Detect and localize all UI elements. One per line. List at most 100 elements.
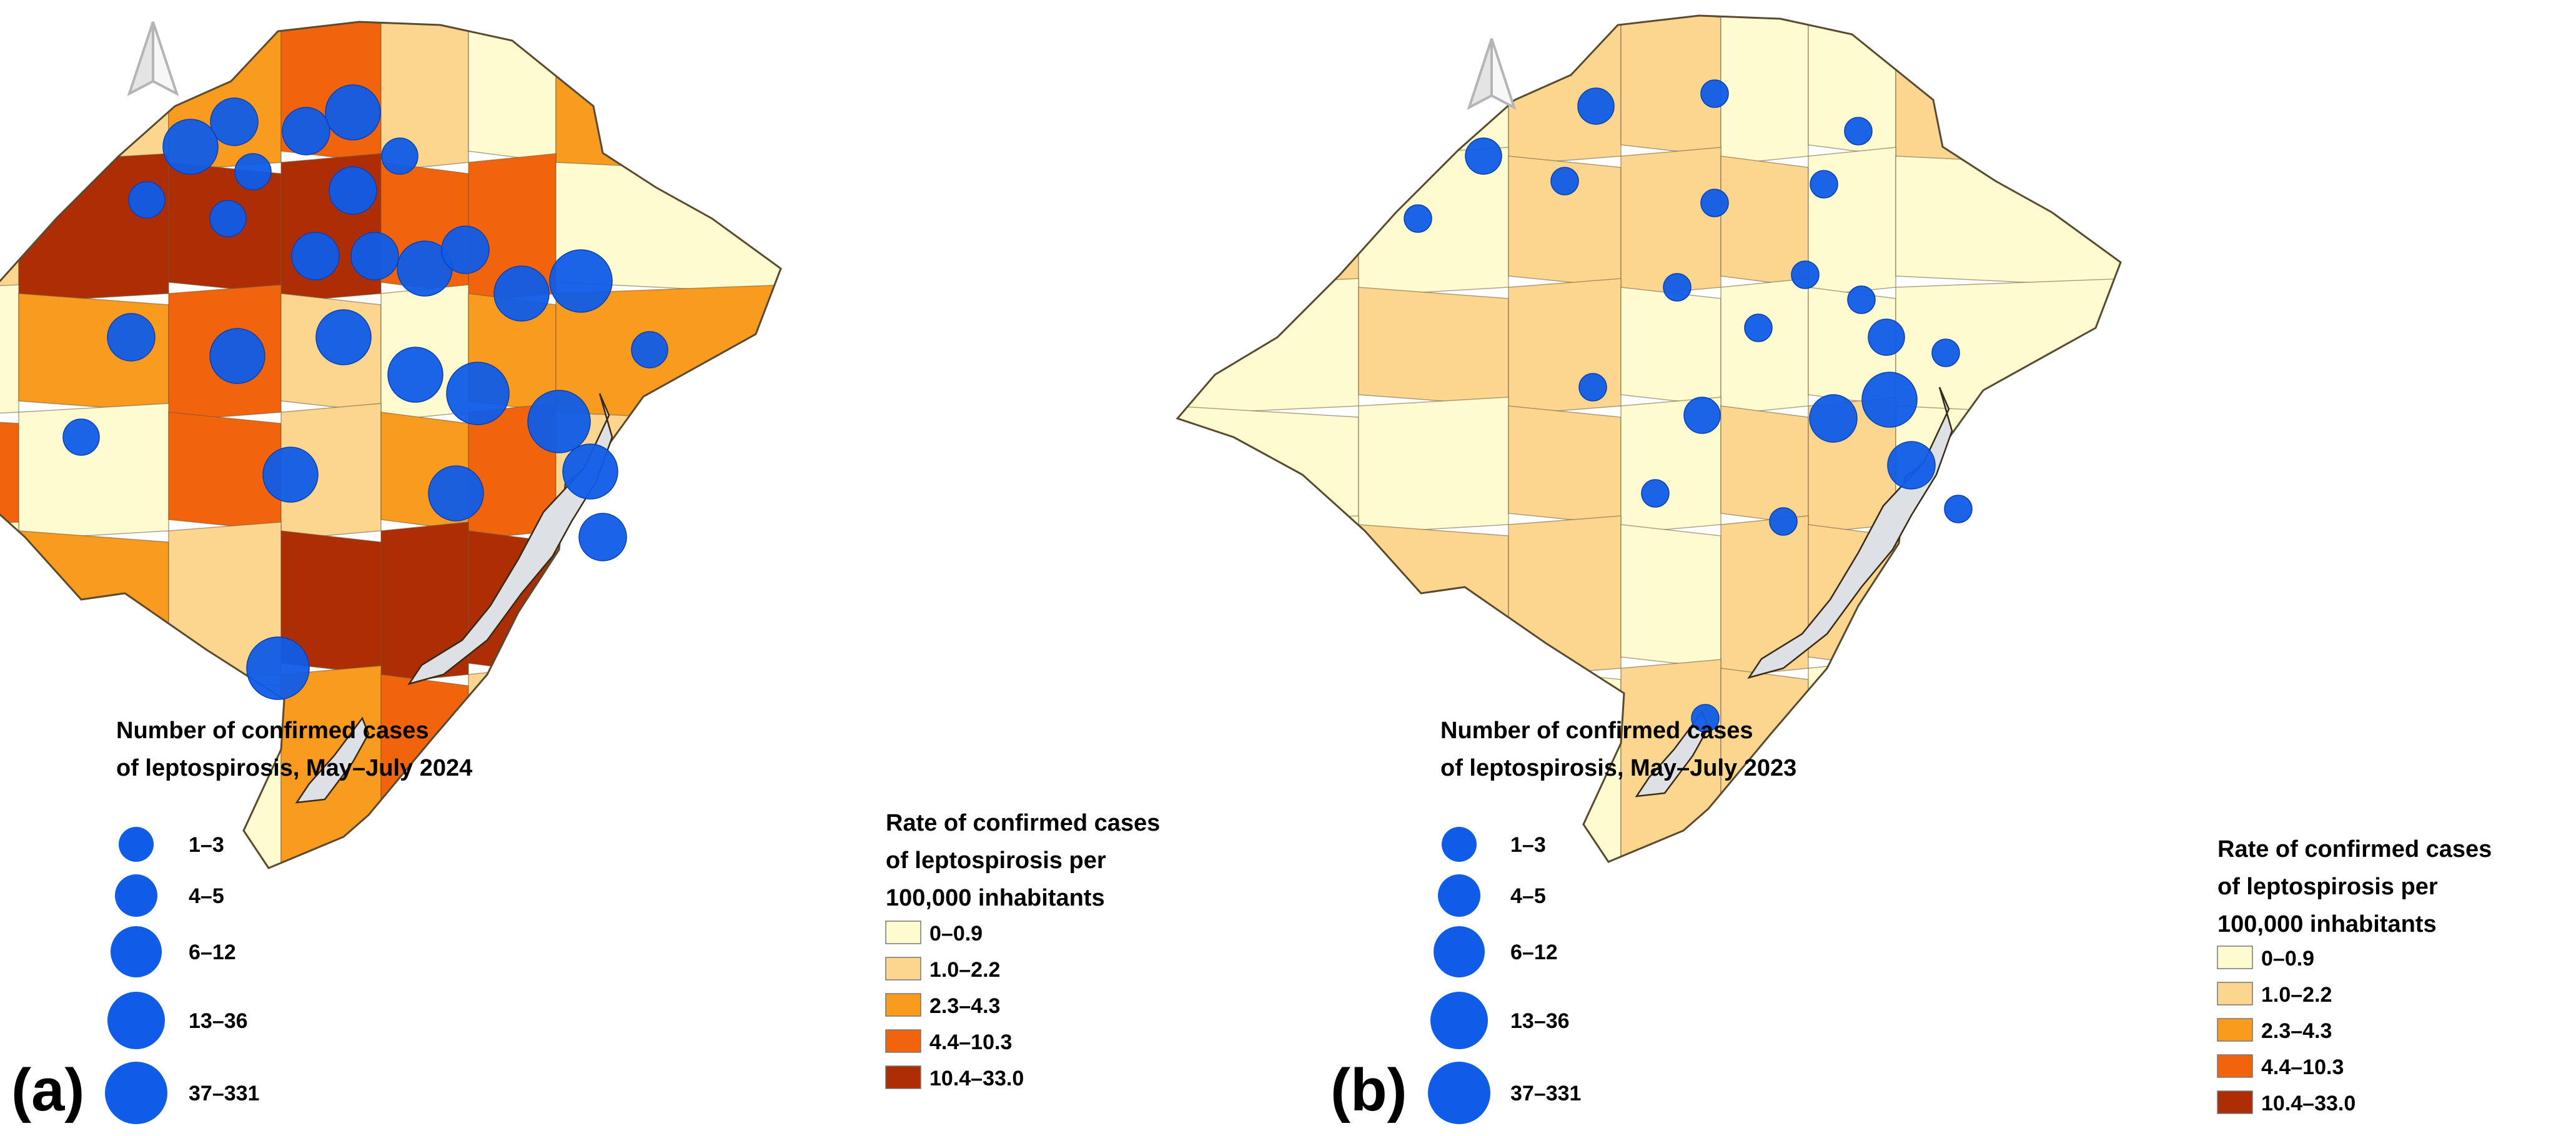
legend-bubble-label: 4–5	[189, 884, 224, 908]
case-bubble	[446, 362, 510, 425]
case-bubble	[291, 232, 340, 280]
state-outline	[1176, 14, 2122, 863]
rate-legend-title-line3: 100,000 inhabitants	[886, 885, 1105, 911]
case-bubble	[210, 97, 259, 146]
region-polygon	[0, 162, 19, 294]
rate-legend-title-line2: of leptospirosis per	[886, 847, 1106, 874]
case-bubble	[234, 153, 272, 190]
legend-swatch-label: 0–0.9	[929, 922, 983, 946]
region-polygon	[18, 22, 169, 163]
region-polygon	[0, 284, 19, 422]
case-bubble	[1769, 507, 1798, 536]
legend-bubble	[111, 926, 162, 977]
regions-2023-choropleth	[1177, 16, 2121, 862]
case-bubble	[1868, 319, 1905, 356]
region-polygon	[555, 22, 781, 172]
case-bubble	[1791, 260, 1820, 289]
legend-swatch-label: 2.3–4.3	[929, 994, 1000, 1018]
region-polygon	[1177, 405, 1359, 525]
case-bubble	[631, 331, 668, 368]
case-bubble	[325, 84, 381, 141]
region-polygon	[1720, 278, 1809, 415]
region-polygon	[18, 153, 169, 303]
case-bubble	[1887, 441, 1936, 490]
case-bubble	[107, 313, 156, 362]
legend-bubble	[1438, 874, 1480, 917]
region-polygon	[1358, 524, 1509, 669]
region-polygon	[1895, 668, 2121, 862]
region-polygon	[1808, 147, 1896, 297]
legend-bubble	[115, 874, 157, 917]
region-polygon	[0, 412, 19, 531]
region-polygon	[1177, 16, 1359, 165]
cases-legend-2024: Number of confirmed cases of leptospiros…	[105, 718, 472, 1124]
legend-swatch	[885, 1029, 921, 1053]
rate-legend-title-line1: Rate of confirmed cases	[2217, 836, 2492, 862]
legend-bubble-label: 13–36	[189, 1009, 248, 1033]
rate-legend-title-line2: of leptospirosis per	[2217, 874, 2438, 900]
legend-bubble	[1428, 1062, 1490, 1124]
case-bubble	[562, 443, 618, 500]
legend-swatch	[885, 993, 921, 1017]
legend-swatch-label: 1.0–2.2	[2261, 983, 2332, 1007]
panel-label-a: (a)	[11, 1057, 84, 1124]
region-polygon	[1620, 287, 1721, 407]
legend-swatch-label: 4.4–10.3	[2261, 1055, 2344, 1079]
case-bubble	[493, 265, 550, 322]
region-polygon	[1177, 156, 1359, 288]
legend-swatch	[2217, 1090, 2253, 1114]
region-polygon	[1177, 668, 1359, 862]
rate-legend-title-line1: Rate of confirmed cases	[886, 810, 1160, 836]
mirim-lagoon	[295, 716, 370, 804]
rate-legend-2024: Rate of confirmed cases of leptospirosis…	[885, 810, 1160, 1090]
case-bubble	[315, 309, 372, 365]
patos-lagoon	[1747, 387, 1953, 679]
legend-swatch-label: 2.3–4.3	[2261, 1019, 2332, 1043]
region-polygon	[1620, 147, 1721, 297]
case-bubble	[209, 200, 247, 237]
case-bubble	[1700, 79, 1729, 108]
patos-lagoon	[407, 393, 613, 686]
north-arrow-icon	[127, 21, 179, 97]
case-bubble	[578, 513, 627, 561]
region-polygon	[1808, 659, 1896, 862]
region-polygon	[1720, 16, 1809, 165]
legend-bubble	[1434, 926, 1485, 977]
case-bubble	[1810, 170, 1838, 199]
case-bubble	[209, 328, 265, 384]
legend-swatch-label: 0–0.9	[2261, 947, 2314, 971]
case-bubble	[1578, 373, 1607, 402]
case-bubble	[1931, 338, 1960, 367]
region-polygon	[1720, 405, 1809, 525]
legend-bubble-label: 6–12	[1510, 941, 1558, 964]
case-bubble	[381, 137, 419, 175]
legend-bubble-label: 1–3	[189, 833, 224, 857]
region-polygon	[555, 674, 781, 868]
legend-swatch	[2217, 1018, 2253, 1042]
region-polygon	[1895, 156, 2121, 288]
state-outline	[0, 21, 782, 869]
case-bubble	[549, 249, 613, 313]
rate-legend-title-line3: 100,000 inhabitants	[2217, 911, 2437, 937]
region-polygon	[1508, 405, 1622, 525]
case-bubble	[282, 107, 330, 156]
cases-legend-title-line1: Number of confirmed cases	[1440, 718, 1753, 744]
case-bubble	[1663, 273, 1692, 302]
region-polygon	[1358, 397, 1509, 534]
case-bubble	[1577, 87, 1615, 125]
legend-bubble	[1430, 992, 1488, 1049]
cases-legend-title-line2: of leptospirosis, May–July 2023	[1440, 755, 1796, 781]
legend-swatch-label: 10.4–33.0	[2261, 1092, 2356, 1115]
case-bubble	[1861, 372, 1918, 428]
legend-swatch-label: 4.4–10.3	[929, 1030, 1012, 1054]
case-bubble	[1641, 479, 1670, 508]
region-polygon	[0, 22, 19, 172]
panel-label-b: (b)	[1330, 1057, 1407, 1124]
case-bubble	[1944, 495, 1973, 523]
legend-swatch	[2217, 946, 2253, 969]
cases-legend-title-line1: Number of confirmed cases	[116, 718, 429, 744]
case-bubble	[162, 119, 219, 175]
legend-swatch	[885, 1065, 921, 1089]
legend-swatch	[2217, 982, 2253, 1005]
